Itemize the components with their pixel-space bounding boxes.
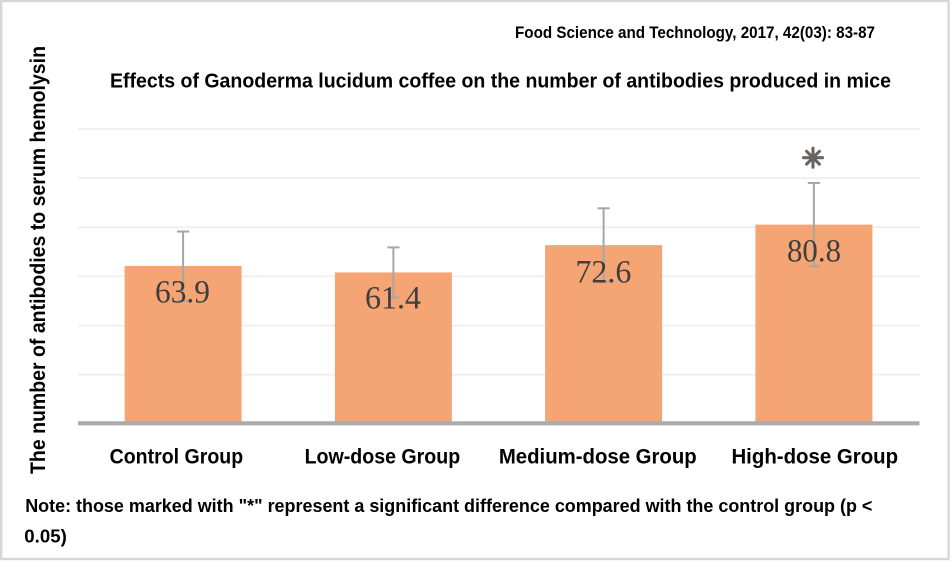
svg-text:Control Group: Control Group <box>110 446 244 469</box>
svg-text:61.4: 61.4 <box>365 280 421 316</box>
svg-text:63.9: 63.9 <box>155 275 210 311</box>
svg-text:Low-dose Group: Low-dose Group <box>305 446 461 469</box>
svg-text:Effects of Ganoderma lucidum c: Effects of Ganoderma lucidum coffee on t… <box>110 69 891 92</box>
svg-text:The number of antibodies to se: The number of antibodies to serum hemoly… <box>27 46 50 474</box>
svg-text:High-dose Group: High-dose Group <box>731 446 898 469</box>
svg-text:80.8: 80.8 <box>787 233 841 269</box>
svg-text:Food Science and Technology, 2: Food Science and Technology, 2017, 42(03… <box>515 23 875 42</box>
svg-text:72.6: 72.6 <box>575 255 631 291</box>
svg-text:Medium-dose Group: Medium-dose Group <box>499 446 697 469</box>
svg-text:Note: those marked with "*" re: Note: those marked with "*" represent a … <box>25 496 872 516</box>
svg-text:0.05): 0.05) <box>24 527 67 547</box>
